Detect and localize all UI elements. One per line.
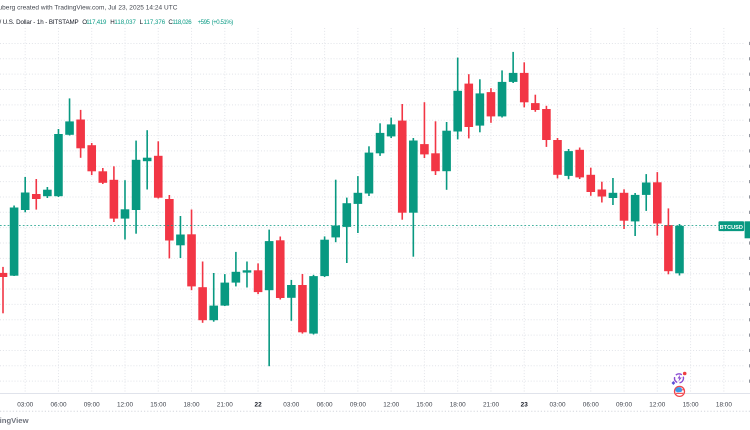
svg-text:12:00: 12:00 (649, 401, 665, 408)
svg-text:(+0.51%): (+0.51%) (212, 19, 234, 26)
svg-text:21:00: 21:00 (483, 401, 499, 408)
svg-text:09:00: 09:00 (616, 401, 632, 408)
svg-text:117,376: 117,376 (144, 19, 166, 26)
svg-text:BTCUSD: BTCUSD (720, 225, 743, 231)
svg-text:23: 23 (521, 401, 529, 408)
svg-text:15:00: 15:00 (416, 401, 432, 408)
svg-text:22: 22 (255, 401, 263, 408)
svg-text:03:00: 03:00 (550, 401, 566, 408)
svg-text:18:00: 18:00 (450, 401, 466, 408)
svg-text:TradingView: TradingView (0, 416, 29, 425)
svg-text:15:00: 15:00 (683, 401, 699, 408)
svg-text:03:00: 03:00 (17, 401, 33, 408)
svg-text:06:00: 06:00 (583, 401, 599, 408)
svg-text:18:00: 18:00 (184, 401, 200, 408)
svg-text:uberg created with TradingView: uberg created with TradingView.com, Jul … (0, 4, 178, 11)
svg-text:C: C (168, 19, 173, 26)
svg-text:O: O (82, 19, 87, 26)
svg-text:118,037: 118,037 (114, 19, 136, 26)
svg-text:117,419: 117,419 (86, 19, 107, 26)
svg-text:H: H (110, 19, 114, 26)
svg-text:/ U.S. Dollar - 1h - BITSTAMP: / U.S. Dollar - 1h - BITSTAMP (0, 19, 79, 26)
svg-text:09:00: 09:00 (350, 401, 366, 408)
svg-text:+595: +595 (198, 19, 211, 26)
svg-text:03:00: 03:00 (283, 401, 299, 408)
svg-text:06:00: 06:00 (317, 401, 333, 408)
svg-text:12:00: 12:00 (383, 401, 399, 408)
svg-text:18:00: 18:00 (716, 401, 732, 408)
svg-text:21:00: 21:00 (217, 401, 233, 408)
svg-text:118,026: 118,026 (172, 19, 192, 26)
svg-text:15:00: 15:00 (150, 401, 166, 408)
svg-text:12:00: 12:00 (117, 401, 133, 408)
svg-text:L: L (140, 19, 144, 26)
svg-text:09:00: 09:00 (84, 401, 100, 408)
svg-text:06:00: 06:00 (51, 401, 67, 408)
